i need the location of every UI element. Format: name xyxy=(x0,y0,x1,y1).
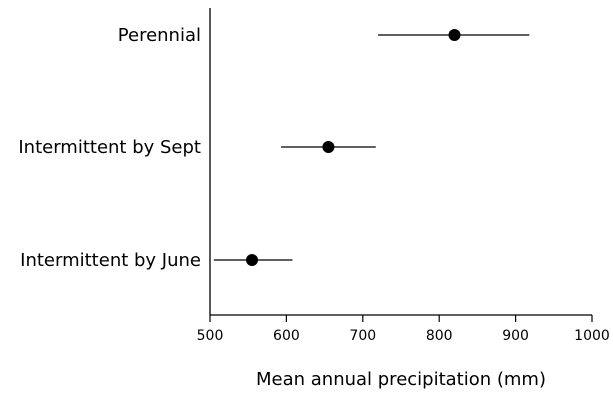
x-ticks: 500 600 700 800 900 1000 xyxy=(197,315,610,344)
x-tick-label: 800 xyxy=(426,328,453,344)
x-tick-label: 700 xyxy=(349,328,376,344)
x-tick-label: 600 xyxy=(273,328,300,344)
category-labels: Perennial Intermittent by Sept Intermitten… xyxy=(18,25,201,271)
x-tick-label: 1000 xyxy=(574,328,610,344)
data-point xyxy=(322,141,335,153)
data-point xyxy=(246,254,259,266)
x-tick-label: 500 xyxy=(197,328,224,344)
x-tick-label: 900 xyxy=(502,328,529,344)
category-label: Intermittent by June xyxy=(20,250,201,271)
x-axis-title: Mean annual precipitation (mm) xyxy=(256,369,546,390)
data-point xyxy=(448,29,461,41)
category-label: Intermittent by Sept xyxy=(18,137,201,158)
data-marks xyxy=(213,29,530,266)
category-label: Perennial xyxy=(118,25,201,46)
